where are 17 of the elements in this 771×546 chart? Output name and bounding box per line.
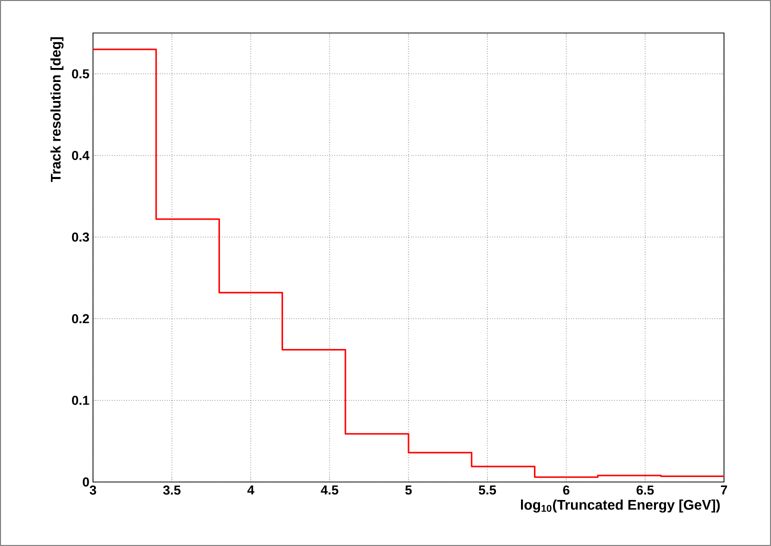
y-tick-label: 0.5	[72, 69, 90, 78]
x-tick-label: 7	[720, 486, 728, 494]
x-tick-label: 6.5	[636, 486, 654, 495]
x-tick-label: 4	[247, 486, 254, 494]
x-tick-label: 4.5	[320, 486, 338, 495]
x-axis-title: log$_{10}$(Truncated Energy [GeV])	[521, 500, 720, 513]
x-tick-label: 5.5	[478, 486, 496, 495]
x-tick-label: 3	[90, 486, 96, 495]
y-tick-label: 0.1	[72, 396, 90, 405]
x-tick-label: 5	[405, 486, 412, 495]
x-tick-label: 3.5	[163, 486, 181, 495]
y-axis-title: Track resolution [deg]	[50, 37, 64, 182]
y-tick-label: 0.3	[72, 232, 90, 242]
x-tick-label: 6	[563, 486, 570, 495]
y-tick-label: 0.4	[72, 150, 90, 160]
y-tick-label: 0.2	[72, 314, 89, 324]
y-tick-label: 0	[82, 477, 89, 487]
